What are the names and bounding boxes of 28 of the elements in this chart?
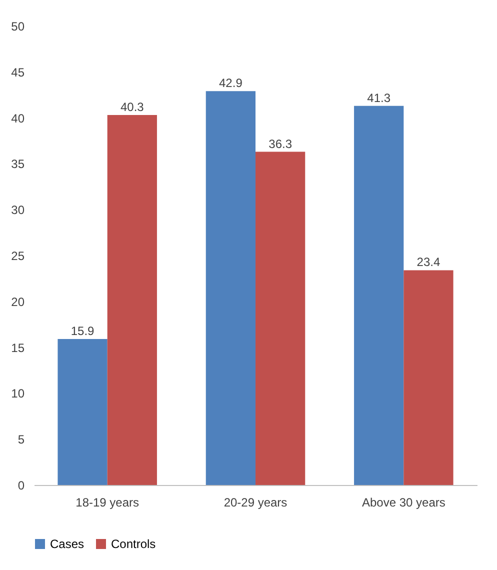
y-tick-label: 50: [11, 20, 25, 34]
y-tick-label: 0: [18, 478, 25, 492]
data-label: 15.9: [70, 324, 95, 338]
y-tick-label: 45: [11, 65, 25, 80]
bar: [206, 91, 256, 485]
y-tick-label: 5: [18, 432, 25, 447]
y-tick-label: 15: [11, 340, 25, 355]
data-label: 42.9: [219, 76, 243, 90]
y-tick-label: 40: [11, 111, 25, 126]
x-tick-label: Above 30 years: [362, 496, 446, 510]
bar: [107, 115, 157, 485]
y-tick-label: 25: [11, 249, 25, 263]
y-tick-label: 20: [11, 294, 25, 309]
data-label: 40.3: [120, 100, 144, 114]
legend-label: Controls: [111, 537, 156, 551]
bar: [354, 106, 404, 485]
x-tick-label: 20-29 years: [224, 496, 288, 510]
data-label: 36.3: [268, 136, 292, 151]
data-label: 41.3: [367, 90, 391, 105]
bar: [256, 152, 306, 485]
y-tick-label: 30: [11, 203, 25, 218]
legend-label: Cases: [50, 537, 84, 551]
x-tick-label: 18-19 years: [76, 496, 140, 510]
bar: [58, 339, 108, 485]
y-tick-label: 35: [11, 157, 25, 172]
y-tick-label: 10: [11, 386, 25, 401]
bar: [404, 270, 454, 485]
data-label: 23.4: [416, 255, 440, 270]
